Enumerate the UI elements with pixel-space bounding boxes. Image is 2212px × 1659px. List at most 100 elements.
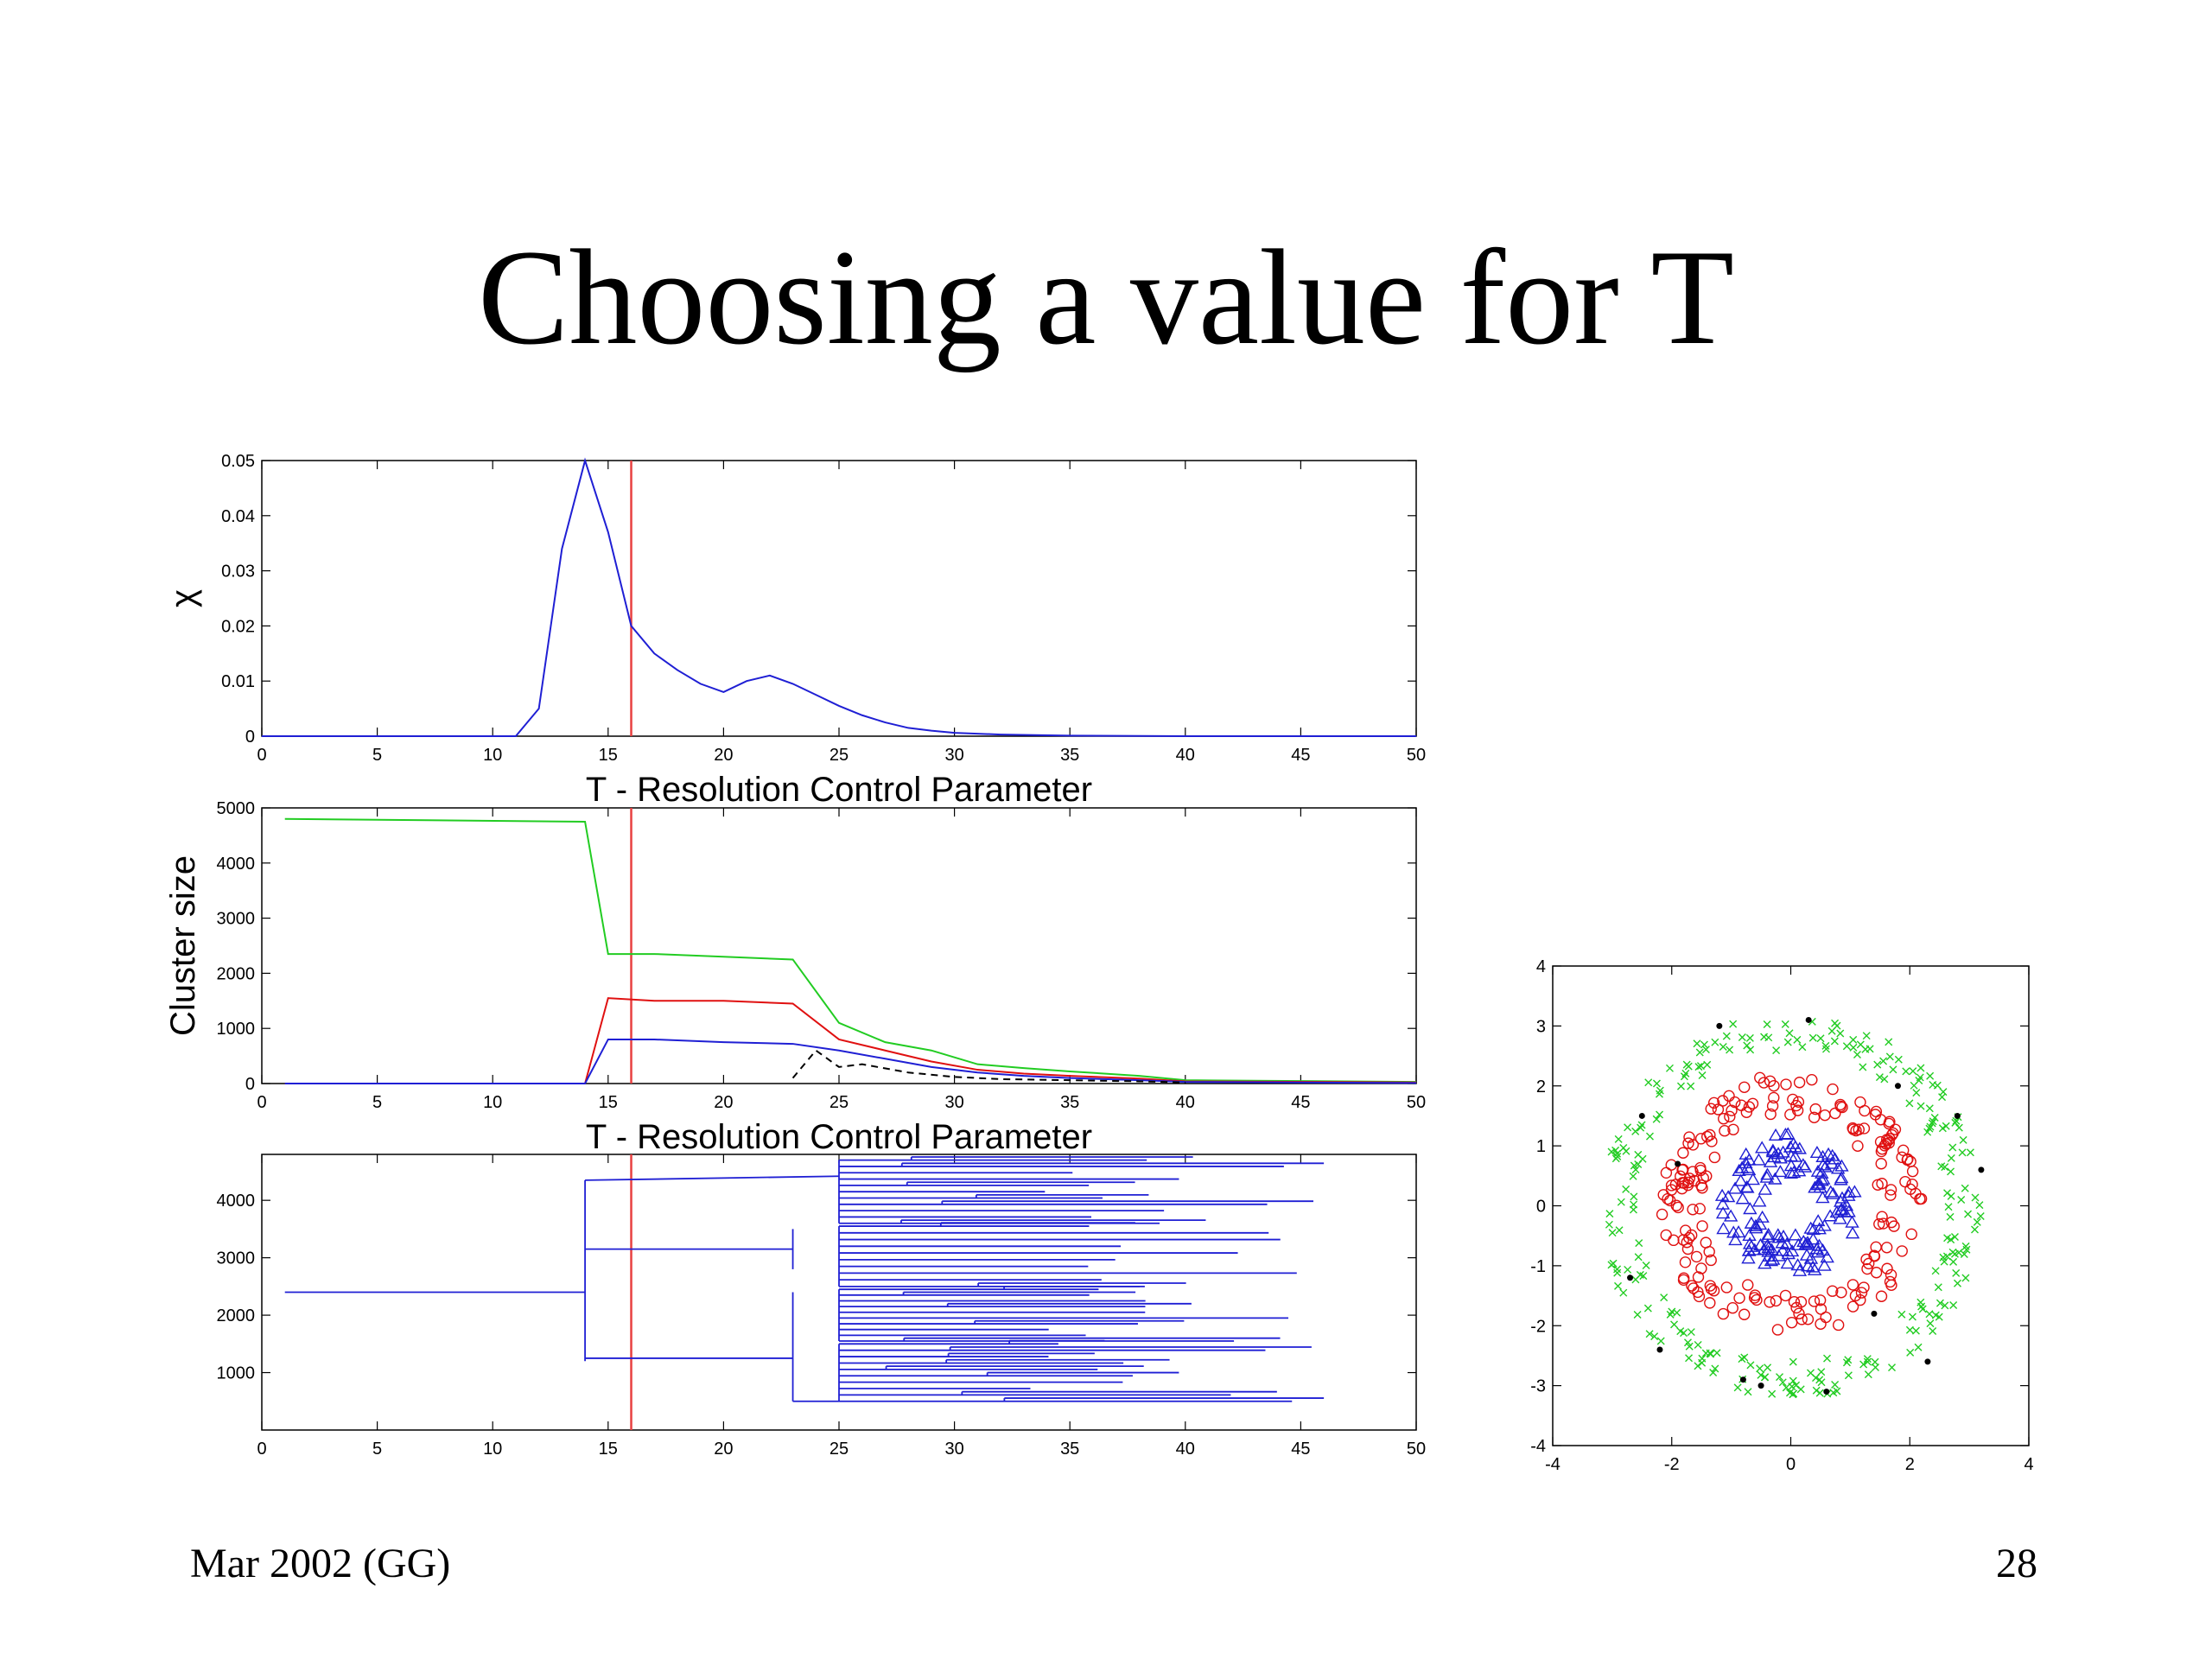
scatter-point-green-x	[1916, 1298, 1925, 1306]
scatter-point-red-circle	[1729, 1096, 1741, 1109]
scatter-xtick-label: -2	[1664, 1455, 1680, 1474]
scatter-point-red-circle	[1847, 1300, 1859, 1313]
scatter-point-blue-triangle	[1799, 1248, 1815, 1261]
cluster-size-green-line	[284, 817, 1417, 1084]
scatter-point-red-circle	[1875, 1158, 1887, 1170]
scatter-point-green-x	[1931, 1267, 1940, 1275]
scatter-point-blue-triangle	[1764, 1243, 1779, 1255]
scatter-point-green-x	[1656, 1110, 1664, 1119]
scatter-point-red-circle	[1682, 1137, 1694, 1149]
scatter-point-red-circle	[1726, 1104, 1738, 1116]
size-xtick-label: 15	[599, 1093, 618, 1112]
scatter-point-blue-triangle	[1809, 1145, 1825, 1159]
scatter-point-green-x	[1859, 1360, 1868, 1369]
scatter-point-red-circle	[1802, 1313, 1815, 1325]
scatter-point-red-circle	[1876, 1211, 1888, 1223]
scatter-point-blue-triangle	[1765, 1143, 1781, 1156]
scatter-point-red-circle	[1881, 1262, 1893, 1274]
scatter-point-green-x	[1951, 1118, 1960, 1127]
size-xlabel: T - Resolution Control Parameter	[586, 1118, 1092, 1156]
scatter-point-green-x	[1942, 1252, 1951, 1261]
scatter-point-green-x	[1614, 1281, 1622, 1290]
scatter-point-green-x	[1622, 1185, 1630, 1193]
scatter-point-green-x	[1624, 1123, 1632, 1132]
scatter-point-green-x	[1685, 1342, 1694, 1351]
scatter-point-green-x	[1768, 1389, 1777, 1398]
scatter-point-red-circle	[1742, 1279, 1754, 1291]
dendro-xtick-label: 0	[257, 1440, 266, 1459]
scatter-point-green-x	[1733, 1383, 1742, 1392]
scatter-point-green-x	[1842, 1358, 1851, 1367]
scatter-point-green-x	[1644, 1078, 1653, 1087]
scatter-xtick-label: -4	[1545, 1455, 1560, 1474]
scatter-point-green-x	[1931, 1311, 1940, 1319]
scatter-point-red-circle	[1834, 1100, 1847, 1113]
scatter-point-green-x	[1948, 1248, 1957, 1256]
scatter-point-green-x	[1953, 1279, 1961, 1287]
scatter-point-green-x	[1925, 1104, 1934, 1113]
scatter-point-green-x	[1685, 1354, 1694, 1363]
scatter-point-red-circle	[1806, 1073, 1818, 1086]
chi-xtick-label: 10	[483, 746, 502, 765]
scatter-point-green-x	[1949, 1300, 1958, 1309]
scatter-point-green-x	[1833, 1021, 1841, 1030]
scatter-point-green-x	[1941, 1301, 1949, 1310]
scatter-point-red-circle	[1679, 1224, 1692, 1236]
scatter-point-red-circle	[1704, 1280, 1717, 1292]
scatter-point-green-x	[1650, 1332, 1659, 1341]
dendro-xtick-label: 35	[1060, 1440, 1079, 1459]
size-ylabel: Cluster size	[164, 855, 202, 1036]
scatter-point-green-x	[1808, 1033, 1817, 1042]
chi-ytick-label: 0.03	[221, 563, 255, 582]
scatter-point-green-x	[1713, 1349, 1721, 1357]
scatter-point-red-circle	[1693, 1290, 1706, 1303]
scatter-point-red-circle	[1748, 1292, 1761, 1304]
scatter-point-blue-triangle	[1779, 1236, 1795, 1250]
scatter-point-blue-triangle	[1731, 1225, 1746, 1238]
size-xtick-label: 30	[944, 1093, 963, 1112]
scatter-point-green-x	[1842, 1042, 1851, 1051]
scatter-point-blue-triangle	[1742, 1228, 1757, 1241]
scatter-point-red-circle	[1676, 1177, 1688, 1189]
scatter-point-blue-triangle	[1720, 1190, 1736, 1203]
scatter-point-blue-triangle	[1841, 1188, 1856, 1201]
scatter-point-green-x	[1971, 1193, 1980, 1202]
scatter-point-green-x	[1812, 1386, 1821, 1395]
scatter-point-green-x	[1926, 1319, 1935, 1328]
scatter-point-green-x	[1698, 1071, 1707, 1080]
scatter-point-green-x	[1778, 1378, 1787, 1387]
scatter-point-blue-triangle	[1815, 1149, 1830, 1162]
scatter-point-red-circle	[1681, 1236, 1693, 1249]
scatter-point-red-circle	[1679, 1256, 1692, 1268]
scatter-point-red-circle	[1657, 1189, 1669, 1201]
scatter-point-green-x	[1960, 1249, 1968, 1258]
scatter-point-blue-triangle	[1768, 1128, 1783, 1141]
scatter-point-blue-triangle	[1783, 1140, 1798, 1153]
scatter-point-red-circle	[1740, 1106, 1753, 1118]
scatter-point-green-x	[1925, 1310, 1934, 1319]
scatter-point-blue-triangle	[1806, 1223, 1821, 1236]
scatter-point-green-x	[1738, 1355, 1746, 1363]
size-xtick-label: 35	[1060, 1093, 1079, 1112]
scatter-point-red-circle	[1687, 1204, 1699, 1216]
scatter-point-green-x	[1912, 1089, 1921, 1097]
scatter-point-red-circle	[1727, 1123, 1739, 1135]
size-chart: 0 5 10 15 20 25 30 35 40 45 50 0 1000 2000 3000 4000 500…	[164, 799, 1426, 1156]
scatter-point-red-circle	[1785, 1316, 1798, 1329]
scatter-point-blue-triangle	[1797, 1160, 1813, 1173]
scatter-point-red-circle	[1743, 1101, 1756, 1113]
scatter-point-blue-triangle	[1715, 1206, 1731, 1219]
scatter-point-blue-triangle	[1803, 1221, 1818, 1234]
scatter-point-green-x	[1652, 1079, 1661, 1088]
scatter-point-black-dot	[1823, 1389, 1830, 1395]
size-xtick-label: 0	[257, 1093, 266, 1112]
scatter-point-green-x	[1630, 1161, 1638, 1170]
scatter-point-red-circle	[1790, 1099, 1802, 1112]
dendro-chart: 0 5 10 15 20 25 30 35 40 45 50 1000 2000 3000 4000	[217, 1154, 1426, 1459]
scatter-point-green-x	[1655, 1090, 1663, 1098]
scatter-point-blue-triangle	[1752, 1217, 1768, 1230]
scatter-point-blue-triangle	[1763, 1154, 1778, 1167]
scatter-point-blue-triangle	[1739, 1179, 1754, 1193]
scatter-xtick-label: 0	[1786, 1455, 1796, 1474]
